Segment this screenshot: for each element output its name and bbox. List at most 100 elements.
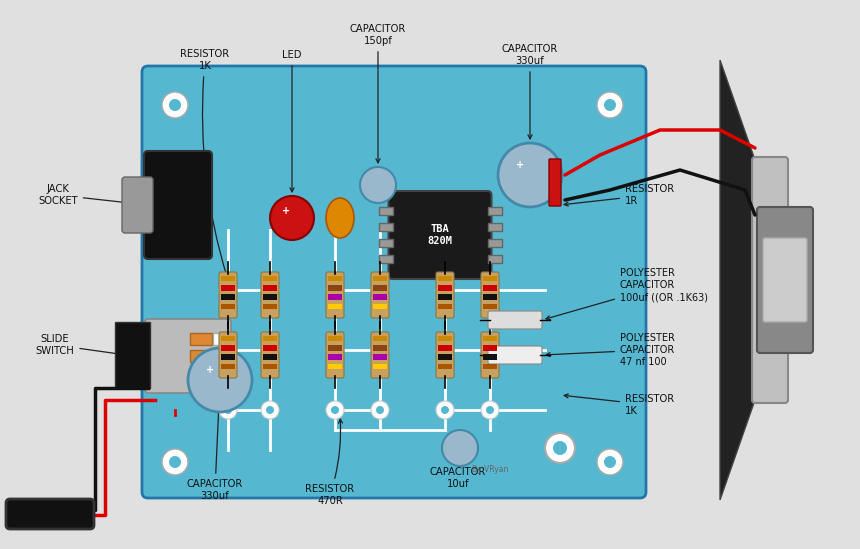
- Bar: [328, 285, 342, 291]
- FancyBboxPatch shape: [122, 177, 153, 233]
- Bar: [328, 363, 342, 369]
- Circle shape: [481, 401, 499, 419]
- Bar: [483, 276, 497, 282]
- Circle shape: [436, 281, 454, 299]
- Text: JACK
SOCKET: JACK SOCKET: [38, 184, 144, 206]
- Circle shape: [441, 286, 449, 294]
- Text: RESISTOR
1K: RESISTOR 1K: [181, 49, 230, 276]
- Bar: [221, 345, 235, 351]
- Text: LED: LED: [282, 50, 302, 192]
- FancyBboxPatch shape: [752, 157, 788, 403]
- FancyBboxPatch shape: [436, 332, 454, 378]
- Circle shape: [486, 406, 494, 414]
- Bar: [438, 335, 452, 341]
- Circle shape: [219, 281, 237, 299]
- Bar: [378, 255, 392, 263]
- Circle shape: [597, 449, 623, 475]
- Bar: [373, 285, 387, 291]
- Circle shape: [224, 286, 232, 294]
- FancyBboxPatch shape: [219, 332, 237, 378]
- Bar: [438, 363, 452, 369]
- Text: TBA
820M: TBA 820M: [427, 224, 452, 246]
- Bar: [213, 350, 227, 362]
- Circle shape: [261, 341, 279, 359]
- Bar: [328, 276, 342, 282]
- Circle shape: [162, 92, 188, 118]
- Bar: [328, 354, 342, 360]
- Bar: [438, 354, 452, 360]
- Bar: [190, 333, 212, 345]
- Bar: [221, 276, 235, 282]
- Bar: [488, 223, 501, 231]
- Text: +: +: [516, 160, 525, 170]
- Circle shape: [266, 346, 274, 354]
- Circle shape: [553, 441, 567, 455]
- Text: +: +: [282, 206, 291, 216]
- Circle shape: [481, 281, 499, 299]
- FancyBboxPatch shape: [389, 191, 492, 279]
- Bar: [438, 345, 452, 351]
- Bar: [483, 294, 497, 300]
- Bar: [190, 350, 212, 362]
- Circle shape: [597, 92, 623, 118]
- Circle shape: [376, 346, 384, 354]
- FancyBboxPatch shape: [371, 272, 389, 318]
- Bar: [373, 294, 387, 300]
- Circle shape: [436, 341, 454, 359]
- Text: RESISTOR
1K: RESISTOR 1K: [564, 394, 674, 416]
- Bar: [483, 335, 497, 341]
- Circle shape: [441, 346, 449, 354]
- Bar: [438, 276, 452, 282]
- Bar: [263, 363, 277, 369]
- FancyBboxPatch shape: [481, 272, 499, 318]
- Circle shape: [331, 346, 339, 354]
- Bar: [213, 367, 227, 379]
- Circle shape: [261, 281, 279, 299]
- Circle shape: [360, 167, 396, 203]
- Bar: [378, 207, 392, 215]
- Circle shape: [224, 346, 232, 354]
- FancyBboxPatch shape: [481, 332, 499, 378]
- FancyBboxPatch shape: [326, 332, 344, 378]
- Bar: [488, 239, 501, 247]
- Circle shape: [326, 341, 344, 359]
- Circle shape: [371, 401, 389, 419]
- Bar: [373, 304, 387, 310]
- Circle shape: [376, 406, 384, 414]
- Circle shape: [331, 286, 339, 294]
- Bar: [263, 276, 277, 282]
- Bar: [115, 322, 150, 388]
- Bar: [221, 354, 235, 360]
- FancyBboxPatch shape: [763, 238, 807, 322]
- Circle shape: [169, 99, 181, 111]
- Bar: [263, 304, 277, 310]
- Circle shape: [481, 341, 499, 359]
- FancyBboxPatch shape: [261, 332, 279, 378]
- Text: POLYESTER
CAPACITOR
47 nf 100: POLYESTER CAPACITOR 47 nf 100: [546, 333, 675, 367]
- Bar: [488, 207, 501, 215]
- Circle shape: [219, 341, 237, 359]
- Bar: [438, 285, 452, 291]
- Text: SLIDE
SWITCH: SLIDE SWITCH: [35, 334, 144, 359]
- Bar: [483, 304, 497, 310]
- Bar: [190, 367, 212, 379]
- Circle shape: [498, 143, 562, 207]
- Bar: [438, 294, 452, 300]
- Bar: [328, 335, 342, 341]
- Circle shape: [486, 286, 494, 294]
- Circle shape: [169, 456, 181, 468]
- Bar: [221, 285, 235, 291]
- FancyBboxPatch shape: [261, 272, 279, 318]
- Circle shape: [266, 286, 274, 294]
- Circle shape: [442, 430, 478, 466]
- Bar: [221, 304, 235, 310]
- Bar: [263, 335, 277, 341]
- Circle shape: [441, 406, 449, 414]
- Circle shape: [219, 401, 237, 419]
- FancyBboxPatch shape: [488, 311, 542, 329]
- FancyBboxPatch shape: [145, 319, 231, 393]
- Circle shape: [436, 401, 454, 419]
- Bar: [373, 335, 387, 341]
- Circle shape: [545, 433, 575, 463]
- Text: CAPACITOR
150pf: CAPACITOR 150pf: [350, 24, 406, 163]
